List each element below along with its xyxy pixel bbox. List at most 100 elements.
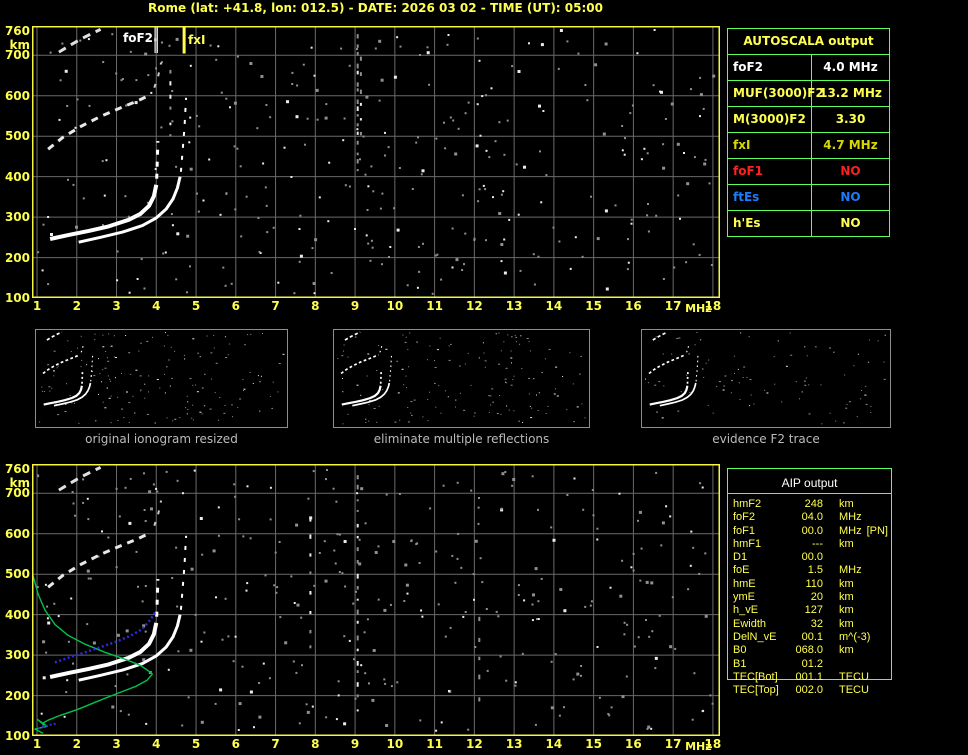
aip-row: DelN_vE 00.1 m^(-3): [733, 631, 890, 644]
aip-value: 127: [804, 604, 823, 617]
panel-eliminate-reflections-image: [334, 330, 589, 427]
x-tick-label: 4: [152, 737, 161, 751]
panel-original-ionogram: [35, 329, 288, 428]
aip-param: TEC[Top]: [733, 684, 779, 697]
aip-row: ymE 20 km: [733, 591, 890, 604]
y-tick-label: 700: [4, 48, 30, 63]
x-tick-label: 17: [664, 737, 682, 751]
x-tick-label: 11: [426, 737, 443, 751]
x-tick-label: 15: [585, 737, 602, 751]
x-tick-label: 8: [311, 299, 320, 313]
aip-param: foE: [733, 564, 750, 577]
aip-row: hmF2 248 km: [733, 498, 890, 511]
aip-value: 04.0: [801, 511, 823, 524]
aip-row: foE 1.5 MHz: [733, 564, 890, 577]
autoscala-param: foF1: [728, 159, 812, 185]
aip-unit: km: [839, 644, 854, 657]
aip-value: ---: [812, 537, 823, 550]
x-tick-label: 14: [545, 737, 563, 751]
aip-unit: km: [839, 577, 854, 590]
aip-row: foF2 04.0 MHz: [733, 511, 890, 524]
aip-unit: MHz: [839, 524, 862, 537]
aip-value: 00.0: [801, 524, 823, 537]
aip-unit: km: [839, 604, 854, 617]
x-tick-label: 12: [466, 737, 483, 751]
panel-eliminate-reflections: [333, 329, 590, 428]
aip-row: D1 00.0: [733, 551, 890, 564]
y-tick-label: 300: [4, 648, 30, 663]
y-tick-label: 300: [4, 210, 30, 225]
x-tick-label: 10: [386, 299, 404, 313]
aip-row: hmF1 --- km: [733, 538, 890, 551]
x-tick-label: 2: [72, 737, 81, 751]
autoscala-value: 13.2 MHz: [812, 81, 889, 107]
aip-row: TEC[Top] 002.0 TECU: [733, 684, 890, 697]
aip-value: 00.0: [801, 551, 823, 564]
autoscala-value: NO: [812, 185, 889, 211]
autoscala-table: AUTOSCALA output foF2 4.0 MHz MUF(3000)F2 1…: [727, 28, 890, 237]
aip-value: 1.5: [807, 564, 823, 577]
aip-param: hmF2: [733, 498, 762, 510]
page-title: Rome (lat: +41.8, lon: 012.5) - DATE: 20…: [148, 1, 603, 15]
aip-note: [PN]: [866, 524, 888, 537]
x-tick-label: 1: [32, 299, 42, 313]
aip-unit: km: [839, 537, 854, 550]
aip-param: foF2: [733, 511, 756, 524]
y-tick-label: 400: [4, 169, 30, 184]
aip-row: hmE 110 km: [733, 578, 890, 591]
x-tick-label: 13: [505, 737, 523, 751]
x-tick-label: 7: [271, 737, 280, 751]
x-tick-label: 1: [32, 737, 42, 751]
y-tick-label: 100: [4, 291, 30, 306]
x-tick-label: 9: [350, 299, 360, 313]
panel-evidence-f2-caption: evidence F2 trace: [712, 432, 820, 446]
autoscala-value: NO: [812, 159, 889, 185]
x-tick-label: 3: [112, 737, 121, 751]
x-tick-label: 4: [152, 299, 161, 313]
y-axis-unit-label: km: [9, 38, 30, 53]
aip-unit: TECU: [839, 670, 869, 683]
y-tick-label: 760: [4, 24, 30, 39]
x-tick-label: 16: [625, 737, 642, 751]
aip-param: hmF1: [733, 537, 762, 550]
x-tick-label: 13: [505, 299, 523, 313]
y-tick-label: 760: [4, 462, 30, 477]
panel-evidence-f2: [641, 329, 891, 428]
aip-unit: km: [839, 617, 854, 630]
y-tick-label: 700: [4, 486, 30, 501]
autoscala-value: 4.0 MHz: [812, 55, 889, 81]
panel-eliminate-reflections-caption: eliminate multiple reflections: [373, 432, 550, 446]
x-tick-label: 6: [231, 737, 240, 751]
aip-param: B0: [733, 644, 747, 657]
aip-row: TEC[Bot] 001.1 TECU: [733, 671, 890, 684]
aip-param: TEC[Bot]: [733, 670, 778, 683]
autoscala-param: ftEs: [728, 185, 812, 211]
aip-unit: MHz: [839, 511, 862, 524]
aip-unit: m^(-3): [839, 630, 871, 643]
y-tick-label: 500: [4, 129, 30, 144]
autoscala-param: foF2: [728, 55, 812, 81]
aip-value: 001.1: [795, 670, 823, 683]
x-tick-label: 11: [426, 299, 443, 313]
autoscala-value: 3.30: [812, 107, 889, 133]
panel-original-ionogram-caption: original ionogram resized: [85, 432, 238, 446]
autoscala-param: h'Es: [728, 211, 812, 236]
y-tick-label: 100: [4, 729, 30, 744]
aip-value: 002.0: [795, 684, 823, 697]
aip-value: 110: [805, 577, 823, 590]
x-axis-unit-label: MHz: [685, 740, 712, 753]
aip-unit: TECU: [839, 684, 869, 697]
aip-param: foF1: [733, 524, 756, 537]
x-tick-label: 12: [466, 299, 483, 313]
x-axis-unit-label: MHz: [685, 302, 712, 315]
aip-row: h_vE 127 km: [733, 604, 890, 617]
x-tick-label: 8: [311, 737, 320, 751]
aip-param: D1: [733, 551, 748, 564]
autoscala-param: MUF(3000)F2: [728, 81, 824, 107]
autoscala-param: fxI: [728, 133, 812, 159]
x-tick-label: 5: [191, 737, 201, 751]
y-tick-label: 600: [4, 526, 30, 541]
aip-table-rows: hmF2 248 km foF2 04.0 MHz foF1 00.0 MHz [PN] hmF1 -…: [733, 498, 890, 697]
x-tick-label: 18: [704, 737, 722, 751]
x-tick-label: 15: [585, 299, 602, 313]
